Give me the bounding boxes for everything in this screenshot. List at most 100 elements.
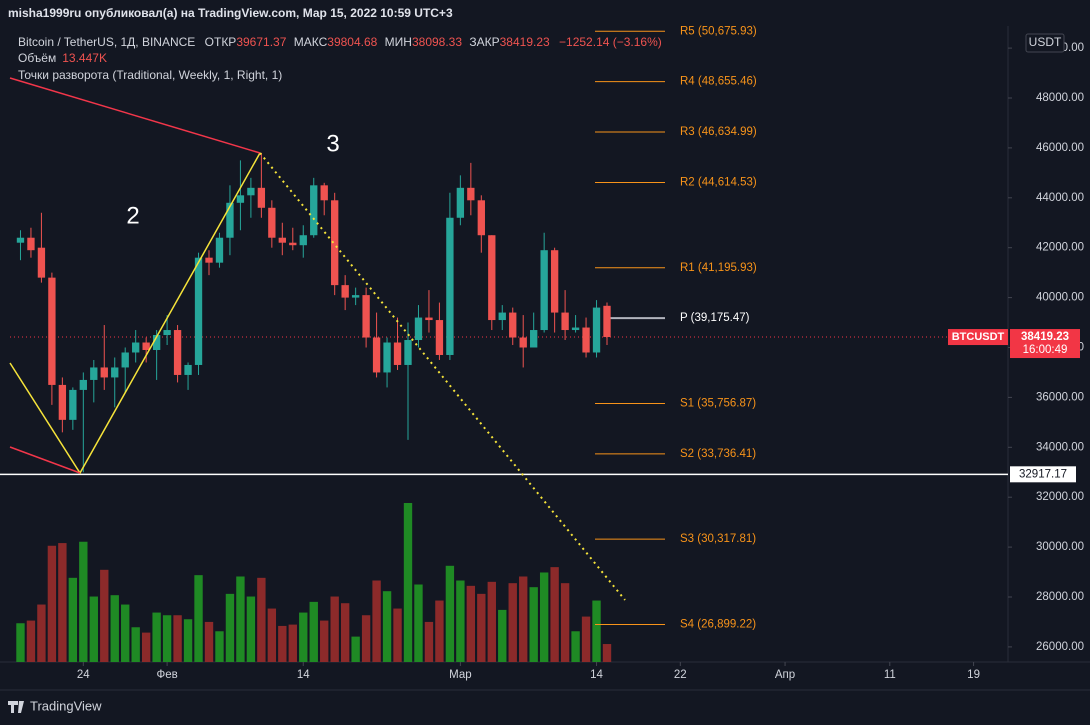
y-tick-label: 34000.00 (1036, 441, 1084, 453)
volume-bar (89, 596, 98, 662)
plot: 26000.00 28000.00 30000.00 32000.00 34000.00… (0, 25, 1084, 681)
candle-body (341, 285, 349, 298)
y-tick-label: 28000.00 (1036, 591, 1084, 603)
candle-body (184, 364, 192, 375)
candle-body (404, 340, 412, 365)
volume-bar (487, 581, 496, 662)
pivot-label: P (39,175.47) (680, 312, 750, 324)
volume-bar (351, 636, 360, 662)
indicator-legend: Точки разворота (Traditional, Weekly, 1,… (18, 68, 282, 82)
volume-bar (466, 585, 476, 662)
candle-body (372, 337, 381, 373)
candle-body (173, 330, 182, 375)
volume-bar (571, 631, 580, 662)
volume-bar (162, 615, 172, 662)
y-tick-label: 46000.00 (1036, 142, 1084, 154)
candle-body (111, 367, 119, 378)
candle-body (236, 195, 245, 203)
candle-body (446, 217, 454, 355)
x-tick-label: 14 (590, 669, 603, 681)
candle-body (383, 342, 391, 373)
candle-body (456, 187, 465, 218)
candle-body (488, 235, 496, 321)
ohlc-value: 38098.33 (412, 35, 462, 49)
volume-last: 13.447K (62, 51, 107, 65)
volume-bar (320, 620, 329, 662)
volume-bar (257, 577, 266, 662)
candle-body (320, 185, 328, 201)
volume-bar (215, 631, 224, 662)
ohlc-value: 39804.68 (327, 35, 377, 49)
volume-bar (26, 620, 36, 662)
volume-bar (519, 576, 528, 662)
volume-bar (183, 619, 193, 662)
candle-body (69, 389, 77, 420)
candle-body (414, 317, 423, 341)
candle-body (582, 327, 590, 353)
brand: TradingView (30, 698, 102, 713)
candle-body (603, 305, 611, 338)
candle-body (509, 312, 517, 338)
y-tick-label: 36000.00 (1036, 391, 1084, 403)
price-badge (1010, 329, 1080, 359)
volume-bar (372, 580, 381, 662)
y-tick-label: 48000.00 (1036, 92, 1084, 104)
volume-bar (225, 593, 235, 662)
volume-bar (267, 608, 277, 662)
volume-bar (340, 603, 350, 662)
volume-bar (456, 580, 465, 662)
candle-body (226, 202, 234, 238)
pivot-label: S2 (33,736.41) (680, 448, 756, 460)
candle-body (571, 327, 580, 331)
header: misha1999ru опубликовал(а) на TradingVie… (8, 6, 453, 20)
candle-body (393, 342, 402, 365)
volume-bar (37, 604, 46, 662)
candle-body (142, 342, 150, 350)
volume-bar (592, 600, 601, 662)
candle-body (48, 277, 56, 385)
pivot-label: R4 (48,655.46) (680, 76, 757, 88)
drawing-trendline (9, 446, 81, 474)
brand-logo (8, 701, 24, 713)
y-tick-label: 44000.00 (1036, 192, 1084, 204)
y-tick-label: 30000.00 (1036, 541, 1084, 553)
volume-bar (278, 625, 287, 662)
pivot-label: R5 (50,675.93) (680, 25, 757, 37)
candle-body (121, 352, 129, 368)
volume-bar (477, 593, 486, 662)
x-tick-label: Фев (156, 669, 177, 681)
candle-body (132, 342, 140, 353)
volume-bar (299, 612, 308, 662)
y-tick-label: 42000.00 (1036, 242, 1084, 254)
x-tick-label: 24 (77, 669, 90, 681)
ohlc-label: ОТКР (205, 35, 237, 49)
volume-bar (100, 569, 109, 662)
volume-bar (68, 577, 78, 662)
candle-body (592, 307, 601, 353)
volume-bar (58, 543, 67, 662)
volume-bar (173, 615, 182, 662)
candle-body (519, 337, 527, 348)
hline-badge (1010, 466, 1076, 483)
candle-body (27, 237, 35, 251)
symbol-badge (948, 329, 1008, 346)
candle-body (194, 257, 203, 365)
volume-bar (508, 583, 517, 662)
candle-body (152, 335, 161, 350)
ohlc-label: МАКС (294, 35, 328, 49)
candle-body (16, 237, 25, 243)
countdown: 16:00:49 (1023, 344, 1068, 356)
candle-body (90, 367, 98, 380)
y-tick-label: 26000.00 (1036, 641, 1084, 653)
y-tick-label: 40000.00 (1036, 292, 1084, 304)
volume-bar (246, 596, 256, 662)
volume-bar (141, 632, 151, 662)
candle-body (467, 187, 475, 201)
volume-bar (498, 609, 507, 662)
volume-legend: Объём 13.447K (18, 51, 107, 65)
pivot-label: S4 (26,899.22) (680, 618, 756, 630)
legend: Bitcoin / TetherUS, 1Д, BINANCE ОТКР3967… (18, 35, 662, 49)
candle-body (561, 312, 569, 331)
volume-bar (288, 624, 297, 662)
